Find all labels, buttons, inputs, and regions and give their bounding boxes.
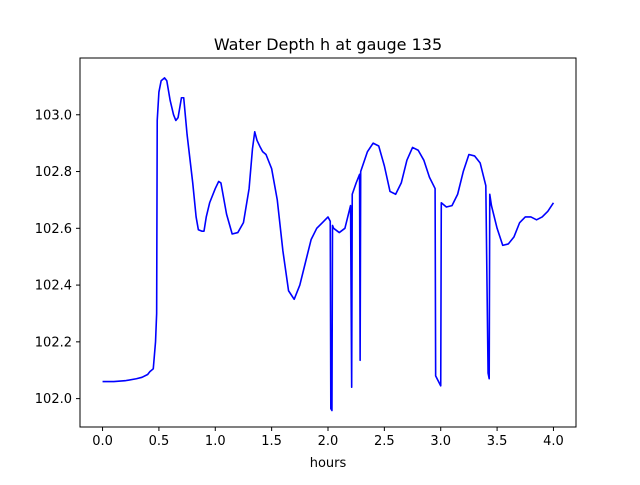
series-line-0 [102,77,555,412]
y-tick-label: 102.4 [35,279,72,294]
y-tick-label: 102.2 [35,335,72,350]
y-tick-label: 103.0 [35,108,72,123]
y-axis: 102.0 102.2 102.4 102.6 102.8 103.0 [35,108,80,407]
x-tick-label: 0.0 [92,434,113,449]
x-tick-label: 1.0 [205,434,226,449]
chart-title: Water Depth h at gauge 135 [214,35,442,54]
plot-area [102,77,555,412]
x-tick-label: 1.5 [261,434,282,449]
x-axis-label: hours [310,456,347,471]
x-tick-label: 0.5 [149,434,170,449]
y-tick-label: 102.8 [35,165,72,180]
x-tick-label: 2.0 [318,434,339,449]
y-tick-label: 102.0 [35,392,72,407]
y-tick-label: 102.6 [35,222,72,237]
x-tick-label: 2.5 [374,434,395,449]
x-tick-label: 4.0 [543,434,564,449]
x-axis: 0.0 0.5 1.0 1.5 2.0 2.5 3.0 3.5 4.0 [92,427,564,449]
x-tick-label: 3.5 [487,434,508,449]
x-tick-label: 3.0 [430,434,451,449]
